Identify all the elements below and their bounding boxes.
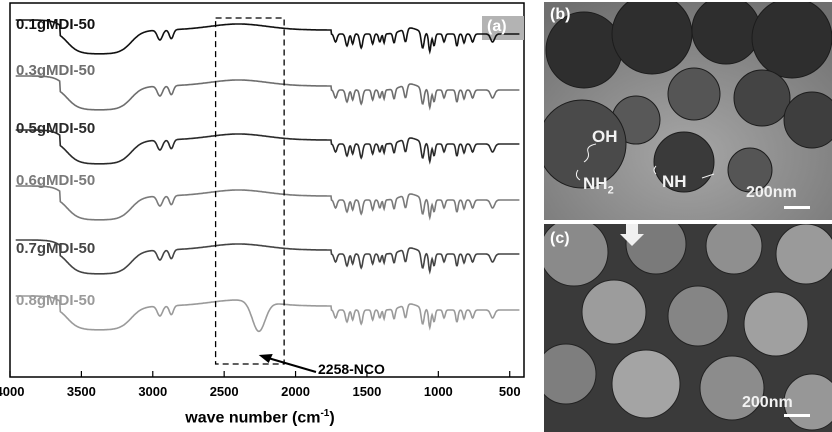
x-tick-label-500: 500 xyxy=(499,384,521,399)
x-tick-label-3000: 3000 xyxy=(138,384,167,399)
sem-scale-bar xyxy=(784,414,810,417)
series-label: 0.1gMDI-50 xyxy=(16,16,96,33)
x-tick-label-2500: 2500 xyxy=(210,384,239,399)
nco-arrow-line xyxy=(264,356,317,373)
tem-scale-label: 200nm xyxy=(746,184,797,201)
x-tick-label-1500: 1500 xyxy=(352,384,381,399)
series-line-0.7gMDI-50 xyxy=(15,239,520,275)
series-label: 0.8gMDI-50 xyxy=(16,292,96,309)
nco-annotation: 2258-NCO xyxy=(318,361,385,377)
series-line-0.8gMDI-50 xyxy=(15,295,520,333)
series-line-0.3gMDI-50 xyxy=(15,75,520,111)
panel-c-tag: (c) xyxy=(550,230,570,247)
x-axis-title: wave number (cm-1) xyxy=(185,408,335,427)
series-label: 0.3gMDI-50 xyxy=(16,62,96,79)
panel-a-tag: (a) xyxy=(487,18,507,35)
x-tick-label-4000: 4000 xyxy=(0,384,24,399)
tem-image xyxy=(544,2,832,220)
sem-scale-label: 200nm xyxy=(742,394,793,411)
plot-frame xyxy=(9,2,525,378)
x-tick-label-1000: 1000 xyxy=(424,384,453,399)
x-tick-label-2000: 2000 xyxy=(281,384,310,399)
oh-label: OH xyxy=(592,127,618,146)
x-tick-label-3500: 3500 xyxy=(67,384,96,399)
series-label: 0.6gMDI-50 xyxy=(16,172,96,189)
series-label: 0.5gMDI-50 xyxy=(16,120,96,137)
sem-image xyxy=(544,224,832,432)
panel-b-tag: (b) xyxy=(550,6,571,23)
series-label: 0.7gMDI-50 xyxy=(16,240,96,257)
nh2-label: NH2 xyxy=(583,174,614,197)
nco-highlight-box xyxy=(214,17,285,365)
tem-scale-bar xyxy=(784,206,810,209)
series-line-0.5gMDI-50 xyxy=(15,129,520,165)
series-line-0.1gMDI-50 xyxy=(15,19,520,55)
nco-arrow-head xyxy=(258,354,273,363)
series-line-0.6gMDI-50 xyxy=(15,185,520,221)
nco-arrow xyxy=(258,354,317,373)
nh-label: NH xyxy=(662,172,687,191)
